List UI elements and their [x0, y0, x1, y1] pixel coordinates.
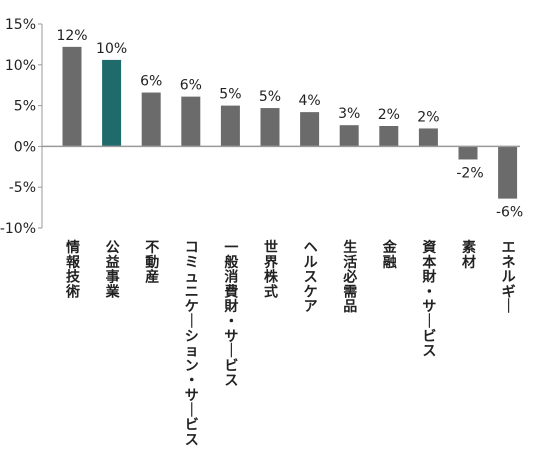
data-labels: 12% 10% 6% 6% 5% 5% 4% 3% 2% 2% -2% -6%	[56, 28, 523, 221]
bar	[220, 105, 240, 147]
bar	[339, 125, 359, 147]
bar	[458, 146, 478, 160]
category-label: 一般消費財・サ｜ビス	[223, 240, 238, 389]
y-tick-label: 5%	[14, 99, 36, 115]
data-label: 6%	[140, 74, 162, 90]
category-label: 公益事業	[105, 240, 121, 300]
data-label: 2%	[417, 109, 439, 125]
data-label: 10%	[96, 41, 127, 57]
category-label: 不動産	[145, 240, 159, 286]
bar	[181, 96, 201, 147]
category-label: ヘルスケア	[304, 240, 318, 315]
category-label: 資本財・サ｜ビス	[421, 239, 437, 360]
bar	[62, 46, 82, 147]
y-tick-label: 10%	[5, 58, 36, 74]
category-label: 情報技術	[65, 239, 81, 300]
y-tick-label: 15%	[5, 17, 36, 33]
bar	[260, 108, 280, 147]
category-label: コミュニケ｜ション・サ｜ビス	[185, 240, 199, 448]
data-label: 2%	[378, 107, 400, 123]
y-axis-tick-marks	[38, 23, 42, 229]
category-label: 生活必需品	[342, 239, 357, 315]
data-label: 12%	[56, 28, 87, 44]
bars	[62, 46, 518, 199]
bar	[102, 59, 122, 147]
bar	[141, 92, 161, 147]
category-label: 素材	[462, 239, 476, 271]
bar	[418, 128, 438, 147]
y-tick-label: -10%	[0, 221, 36, 237]
y-axis-tick-labels: 15% 10% 5% 0% -5% -10%	[0, 17, 36, 237]
bar	[379, 126, 399, 147]
bar	[300, 112, 320, 147]
data-label: -6%	[496, 205, 523, 221]
category-labels: 情報技術 公益事業 不動産 コミュニケ｜ション・サ｜ビス 一般消費財・サ｜ビス 世界株式 ヘ…	[65, 239, 516, 448]
data-label: 3%	[338, 106, 360, 122]
y-tick-label: -5%	[9, 180, 36, 196]
category-label: 金融	[382, 239, 398, 271]
data-label: 5%	[219, 87, 241, 103]
data-label: 5%	[259, 89, 281, 105]
y-tick-label: 0%	[14, 139, 36, 155]
category-label: エネルギ｜	[502, 240, 516, 315]
data-label: 6%	[180, 78, 202, 94]
category-label: 世界株式	[264, 239, 279, 300]
data-label: 4%	[298, 93, 320, 109]
data-label: -2%	[456, 165, 483, 181]
bar	[498, 146, 518, 199]
